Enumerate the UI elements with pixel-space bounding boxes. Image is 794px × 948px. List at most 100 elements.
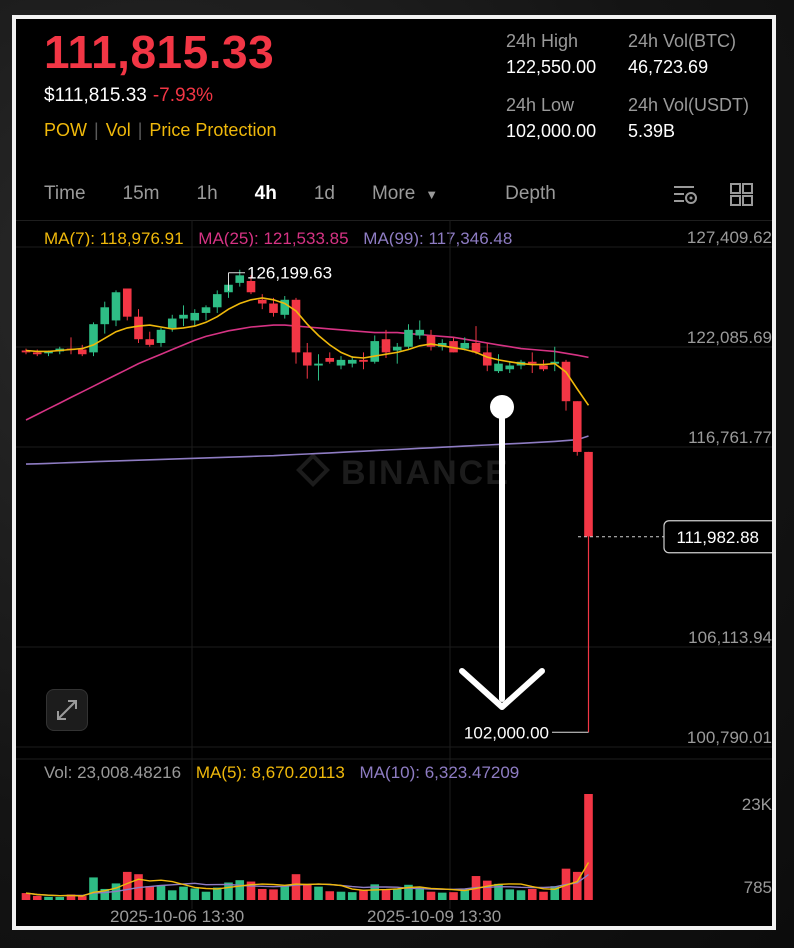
arrow-start-dot [490, 395, 514, 419]
volume-bar [336, 891, 346, 900]
candle [527, 361, 537, 364]
volume-bar [516, 890, 526, 900]
tab-depth[interactable]: Depth [505, 183, 556, 204]
candle [156, 329, 166, 343]
volume-bar [381, 889, 391, 900]
ma99-path [25, 435, 589, 465]
volume-bar [550, 886, 560, 900]
tab-time[interactable]: Time [44, 183, 86, 204]
time-tick-label: 2025-10-06 13:30 [110, 907, 244, 926]
ma7-legend: MA(7): 118,976.91 [44, 229, 184, 248]
down-arrow-head [459, 668, 545, 710]
usd-price-row: $111,815.33 -7.93% [44, 85, 213, 107]
candle [44, 351, 53, 354]
candle [482, 352, 492, 366]
link-vol[interactable]: Vol [105, 120, 131, 140]
vol-ma5-legend: MA(5): 8,670.20113 [195, 763, 345, 782]
ma99-legend: MA(99): 117,346.48 [363, 229, 513, 248]
stat-24h-vol-btc: 24h Vol(BTC) 46,723.69 [628, 31, 736, 78]
chart-settings-icon[interactable] [672, 182, 700, 213]
candle [460, 342, 470, 349]
stat-value: 122,550.00 [506, 57, 597, 77]
volume-bar [44, 896, 53, 900]
candle [280, 299, 290, 315]
volume-bar [347, 892, 357, 900]
candle [370, 341, 380, 362]
candle [201, 307, 211, 313]
volume-bar [404, 884, 413, 900]
volume-bar [325, 891, 335, 900]
candle [415, 329, 425, 336]
tab-1h[interactable]: 1h [196, 183, 218, 204]
volume-tick-label: 23K [742, 795, 772, 814]
price-chart[interactable]: BINANCE 127,409.62 122,085.69 116,761.77 10… [16, 19, 772, 926]
stat-value: 102,000.00 [506, 121, 597, 141]
volume-bar [156, 885, 166, 900]
candle [291, 299, 301, 353]
candle [21, 350, 31, 353]
candle [561, 361, 571, 402]
candle [302, 352, 312, 366]
tab-1d[interactable]: 1d [313, 183, 335, 204]
annotations: 111,982.88 126,199.63 102,000.00 [228, 264, 772, 742]
candle [32, 352, 42, 355]
volume-bar [437, 892, 447, 900]
candle [426, 335, 436, 347]
candle [235, 275, 245, 283]
high-annotation-label: 126,199.63 [247, 264, 332, 283]
volume-bar [167, 890, 177, 900]
current-price-label: 111,982.88 [676, 528, 759, 547]
volume-bar [280, 886, 290, 900]
current-price-box [663, 520, 772, 554]
volume-bar [359, 889, 368, 900]
chart-grid [16, 220, 772, 909]
volume-bar [21, 893, 31, 900]
price-tick-label: 106,113.94 [688, 628, 772, 647]
volume-bar [269, 889, 278, 900]
ma25-line [25, 324, 589, 421]
vol-ma5-path [25, 862, 590, 897]
time-tick-label: 2025-10-09 13:30 [367, 907, 501, 926]
volume-bar [89, 877, 98, 900]
link-pow[interactable]: POW [44, 120, 87, 140]
stat-label: 24h Low [506, 95, 575, 115]
tab-more[interactable]: More ▼ [372, 183, 475, 205]
ma-legend: MA(7): 118,976.91 MA(25): 121,533.85 MA(… [44, 229, 512, 249]
candle [325, 358, 335, 362]
candle [392, 346, 402, 351]
candle [246, 280, 256, 293]
volume-bar [505, 889, 515, 900]
tab-more-label: More [371, 183, 416, 204]
volume-bar [201, 891, 211, 900]
candle [449, 341, 458, 353]
price-tick-label: 116,761.77 [688, 428, 772, 447]
usd-price: $111,815.33 [44, 85, 147, 106]
volume-bar [572, 871, 582, 900]
stat-24h-low: 24h Low 102,000.00 [506, 95, 596, 142]
stat-label: 24h High [506, 31, 579, 51]
ma99-line [25, 435, 589, 465]
candle [347, 359, 357, 364]
price-tick-label: 100,790.01 [687, 728, 772, 747]
candle [269, 303, 278, 313]
ma7-line [25, 297, 590, 406]
volume-bar [527, 888, 537, 900]
binance-logo-icon [296, 453, 330, 487]
volume-legend: Vol: 23,008.48216 MA(5): 8,670.20113 MA(… [44, 763, 519, 783]
ma7-path [25, 297, 590, 406]
chevron-down-icon: ▼ [425, 187, 439, 202]
price-change: -7.93% [152, 85, 214, 106]
divider [16, 220, 772, 221]
volume-bar [449, 892, 458, 900]
axis-labels: 127,409.62 122,085.69 116,761.77 106,113.94… [110, 228, 772, 926]
candle [471, 342, 481, 353]
candle [539, 365, 548, 370]
volume-bar [212, 887, 222, 900]
grid-icon[interactable] [729, 182, 755, 213]
vol-legend: Vol: 23,008.48216 [44, 763, 182, 782]
stat-value: 5.39B [628, 121, 676, 141]
tab-4h[interactable]: 4h [254, 183, 277, 204]
tab-15m[interactable]: 15m [122, 183, 160, 204]
link-price-protection[interactable]: Price Protection [149, 120, 277, 140]
expand-icon[interactable] [46, 689, 88, 731]
